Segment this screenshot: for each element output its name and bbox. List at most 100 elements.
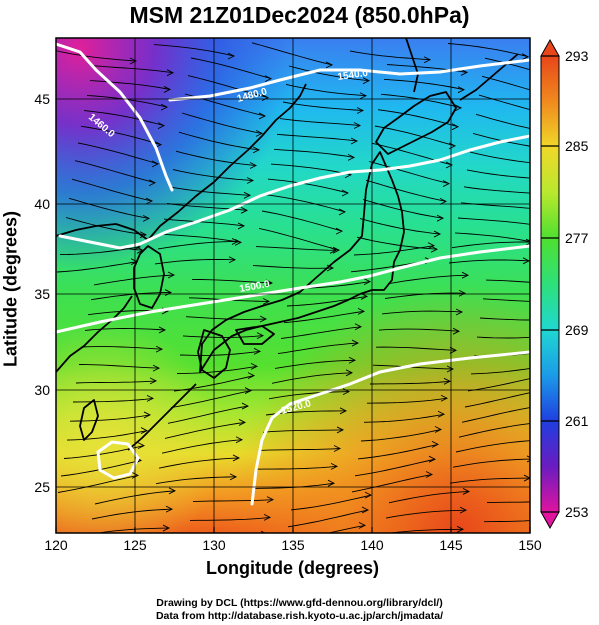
- streamline: [447, 43, 529, 58]
- streamline-arrowhead: [445, 161, 454, 169]
- streamline-arrowhead: [333, 445, 342, 452]
- streamline-arrowhead: [452, 327, 461, 335]
- streamline-arrowhead: [329, 246, 338, 254]
- contour-label: 1500.0: [239, 279, 271, 295]
- streamline: [57, 474, 139, 493]
- x-tick-label: 125: [123, 537, 147, 553]
- y-tick-label: 40: [34, 196, 50, 212]
- streamline: [366, 397, 448, 404]
- streamline-arrowhead: [457, 86, 466, 94]
- credits-drawing: Drawing by DCL (https://www.gfd-dennou.o…: [156, 597, 443, 609]
- streamline-arrowhead: [535, 206, 541, 212]
- streamline-arrowhead: [526, 455, 530, 463]
- streamline: [264, 194, 346, 213]
- coastlines: [56, 38, 519, 451]
- streamline-arrowhead: [149, 377, 158, 385]
- x-tick-label: 120: [44, 537, 68, 553]
- streamline-arrowhead: [262, 298, 271, 305]
- streamline-arrowhead: [163, 86, 172, 93]
- streamline-arrowhead: [129, 57, 138, 65]
- streamline-arrowhead: [451, 123, 460, 131]
- streamline-arrowhead: [353, 122, 362, 129]
- contour-1480: [58, 134, 530, 250]
- streamline: [65, 217, 147, 236]
- colorbar-tick-label: 293: [565, 48, 589, 64]
- coastline-korea: [133, 245, 165, 309]
- streamline: [268, 391, 350, 400]
- streamline: [363, 413, 445, 423]
- contour-1500: [56, 244, 530, 334]
- coastline-honshu: [199, 151, 405, 373]
- streamline: [258, 227, 340, 251]
- streamline: [154, 258, 236, 265]
- streamline-arrowhead: [253, 347, 262, 355]
- streamline-arrowhead: [266, 496, 275, 504]
- streamline-arrowhead: [560, 281, 566, 287]
- streamline-arrowhead: [260, 530, 266, 533]
- x-tick-marks: [55, 527, 531, 533]
- streamline-arrowhead: [461, 271, 470, 279]
- streamline: [449, 477, 530, 484]
- streamline-arrowhead: [232, 454, 241, 462]
- coastline-ryukyu: [127, 383, 197, 451]
- streamline-arrowhead: [437, 410, 446, 418]
- streamline: [187, 534, 267, 540]
- streamline: [349, 50, 431, 61]
- streamline: [481, 75, 530, 91]
- streamline: [92, 65, 174, 74]
- streamline: [185, 316, 267, 320]
- streamline: [160, 233, 242, 243]
- streamline-arrowhead: [442, 180, 451, 187]
- streamline: [467, 378, 530, 392]
- streamline: [255, 246, 337, 251]
- streamline-arrowhead: [529, 437, 530, 444]
- streamline: [80, 125, 162, 146]
- streamline-arrowhead: [250, 363, 259, 370]
- streamline: [68, 197, 150, 219]
- streamline-arrowhead: [425, 471, 434, 478]
- streamline-arrowhead: [229, 473, 238, 481]
- streamline-arrowhead: [168, 487, 177, 495]
- streamline-arrowhead: [162, 524, 171, 532]
- streamline: [461, 407, 530, 423]
- streamline-arrowhead: [158, 326, 167, 334]
- streamline: [181, 112, 263, 134]
- streamline: [458, 423, 530, 438]
- streamline: [273, 148, 355, 158]
- x-tick-label: 150: [518, 537, 542, 553]
- streamline-arrowhead: [440, 394, 449, 402]
- streamline: [259, 448, 341, 451]
- streamline-arrowhead: [327, 479, 336, 487]
- streamline-arrowhead: [255, 129, 264, 137]
- streamline: [354, 458, 436, 477]
- streamline-arrowhead: [523, 474, 530, 482]
- streamline: [74, 160, 156, 184]
- streamline-arrowhead: [428, 455, 437, 463]
- streamline-arrowhead: [430, 245, 439, 253]
- y-tick-label: 45: [34, 91, 50, 107]
- colorbar-tick-label: 261: [565, 413, 589, 429]
- streamline-arrowhead: [335, 227, 344, 235]
- streamline: [476, 336, 530, 339]
- streamline-arrowhead: [166, 69, 175, 77]
- streamline-arrowhead: [433, 230, 442, 238]
- streamline-arrowhead: [142, 214, 151, 222]
- streamline-arrowhead: [325, 61, 334, 69]
- colorbar-tick-label: 253: [565, 504, 589, 520]
- x-tick-label: 145: [439, 537, 463, 553]
- streamline-arrowhead: [157, 122, 166, 130]
- streamline: [290, 494, 372, 511]
- streamline: [466, 169, 530, 179]
- streamline-arrowhead: [140, 427, 149, 434]
- streamline-arrowhead: [137, 442, 146, 449]
- streamline-arrowhead: [231, 238, 240, 245]
- streamline: [455, 440, 530, 453]
- streamline-arrowhead: [361, 506, 370, 514]
- streamline: [72, 397, 154, 403]
- contour-1540: [96, 440, 140, 480]
- streamline-arrowhead: [351, 339, 360, 347]
- streamline-arrowhead: [243, 191, 252, 199]
- streamline-arrowhead: [458, 289, 467, 297]
- streamline: [454, 232, 530, 243]
